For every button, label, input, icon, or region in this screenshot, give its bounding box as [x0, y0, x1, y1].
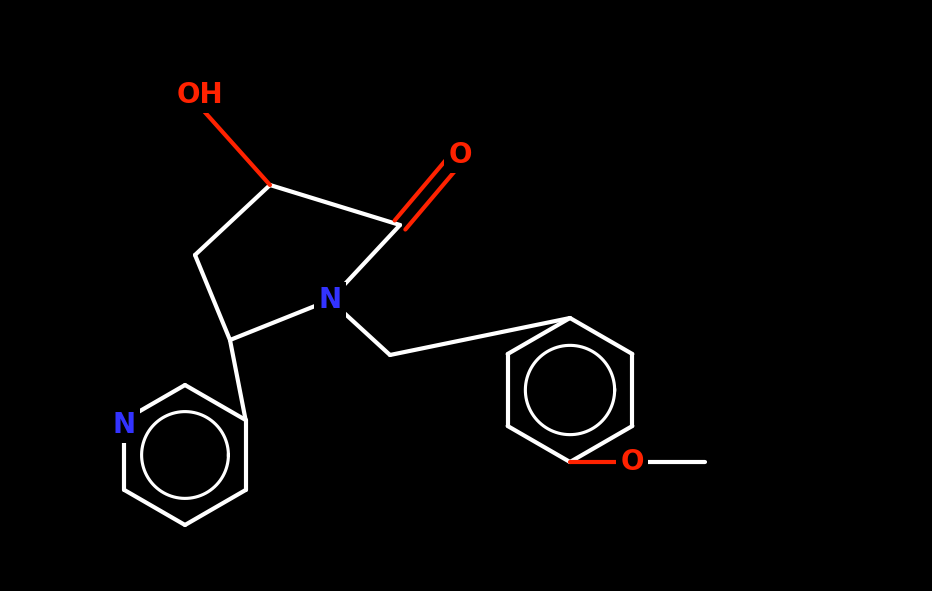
Text: O: O	[621, 448, 644, 476]
Text: N: N	[113, 411, 136, 439]
Text: OH: OH	[177, 81, 224, 109]
Text: N: N	[319, 286, 341, 314]
Text: O: O	[448, 141, 472, 169]
